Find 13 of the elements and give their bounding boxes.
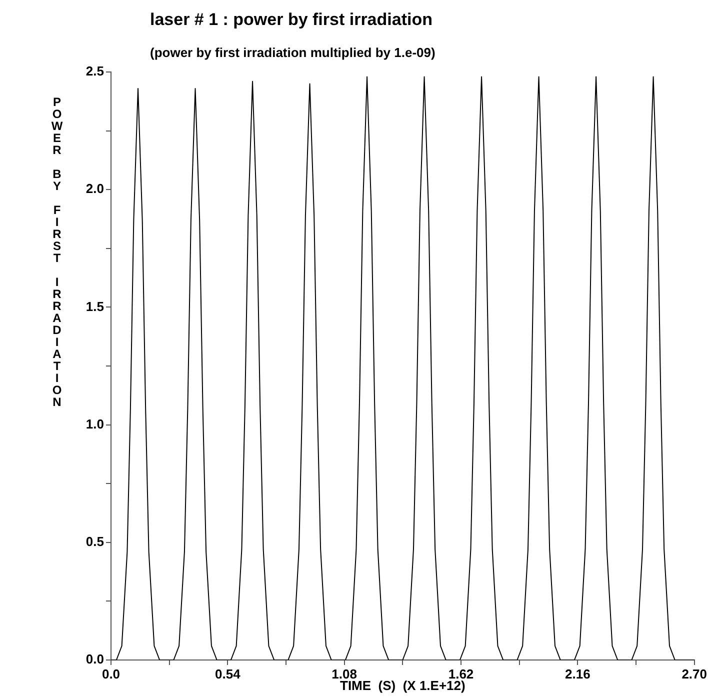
x-tick-label: 0.0 bbox=[102, 666, 120, 682]
y-tick-label: 0.5 bbox=[86, 534, 104, 549]
y-tick-label: 2.0 bbox=[86, 181, 104, 196]
y-tick-label: 0.0 bbox=[86, 652, 104, 667]
chart-title: laser # 1 : power by first irradiation bbox=[150, 10, 432, 30]
x-tick-label: 2.70 bbox=[682, 666, 708, 682]
x-tick-label: 0.54 bbox=[215, 666, 242, 682]
y-tick-label: 1.0 bbox=[86, 416, 104, 432]
x-tick-label: 2.16 bbox=[565, 666, 590, 682]
y-tick-label: 1.5 bbox=[86, 298, 104, 314]
y-tick-label: 2.5 bbox=[86, 64, 104, 79]
y-axis-title: POWER BY FIRST IRRADIATION bbox=[50, 95, 64, 407]
chart-subtitle: (power by first irradiation multiplied by 1.e-09) bbox=[150, 45, 436, 60]
